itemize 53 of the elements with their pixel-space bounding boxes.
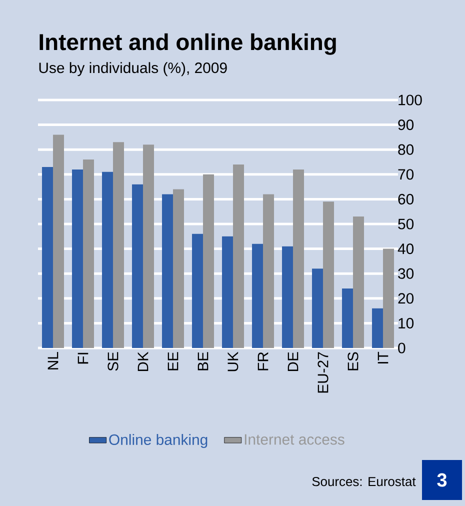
bar <box>372 308 384 348</box>
x-tick-label: EU-27 <box>318 352 328 393</box>
y-tick-label: 40 <box>398 244 414 254</box>
bar <box>312 268 324 348</box>
x-tick-label: BE <box>198 352 208 370</box>
x-tick-label: DE <box>288 352 298 372</box>
chart-subtitle: Use by individuals (%), 2009 <box>39 62 227 76</box>
y-tick-label: 0 <box>398 342 406 354</box>
bar <box>203 174 214 348</box>
bar <box>282 246 294 348</box>
bar <box>72 169 83 348</box>
bar <box>192 234 203 348</box>
bar <box>102 172 113 348</box>
chart-title: Internet and online banking <box>40 33 336 55</box>
x-tick-label: UK <box>228 352 238 372</box>
bar <box>113 142 124 348</box>
bar <box>143 144 154 348</box>
x-tick-label: IT <box>378 352 388 364</box>
bar <box>173 189 184 348</box>
bar <box>293 169 304 348</box>
y-tick-label: 10 <box>398 318 414 328</box>
x-tick-label: FI <box>78 352 88 364</box>
legend-label: Internet access <box>244 434 344 445</box>
bar <box>323 202 334 348</box>
x-tick-label: FR <box>258 352 268 370</box>
legend-label: Online banking <box>109 434 208 448</box>
bar <box>252 244 264 348</box>
x-tick-label: ES <box>348 352 358 370</box>
y-tick-label: 30 <box>398 268 414 279</box>
y-tick-label: 50 <box>398 218 414 230</box>
x-tick-label: NL <box>48 352 58 370</box>
bar <box>263 194 274 348</box>
y-tick-label: 100 <box>398 94 422 106</box>
x-tick-label: EE <box>168 352 178 370</box>
y-tick-label: 60 <box>398 194 414 204</box>
text: 3 <box>437 473 447 487</box>
y-tick-label: 80 <box>398 144 414 155</box>
bar <box>342 288 354 348</box>
y-tick-label: 70 <box>398 169 414 180</box>
bar <box>83 160 94 348</box>
bar <box>42 166 53 348</box>
bar <box>53 134 64 348</box>
y-tick-label: 90 <box>398 120 414 130</box>
source-note: Sources: Eurostat <box>312 476 416 486</box>
bar <box>162 194 173 348</box>
bar <box>233 164 244 348</box>
y-tick-label: 20 <box>398 293 414 304</box>
bar <box>383 248 394 348</box>
bar <box>132 184 143 348</box>
bar <box>353 216 364 348</box>
bar <box>222 236 234 348</box>
x-tick-label: DK <box>138 352 148 372</box>
x-tick-label: SE <box>108 352 118 371</box>
